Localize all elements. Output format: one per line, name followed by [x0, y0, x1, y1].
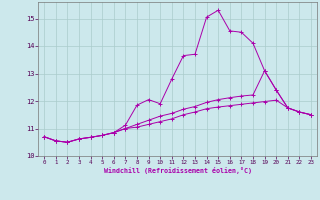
X-axis label: Windchill (Refroidissement éolien,°C): Windchill (Refroidissement éolien,°C) [104, 167, 252, 174]
